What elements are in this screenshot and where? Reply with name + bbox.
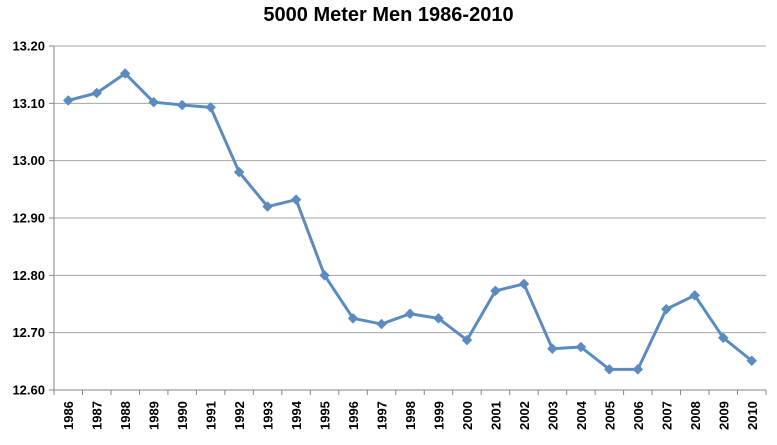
y-tick-label: 13.10: [12, 96, 45, 111]
x-tick-label: 1998: [403, 401, 418, 430]
data-point-2009: [717, 332, 729, 344]
y-tick-label: 12.80: [12, 268, 45, 283]
data-point-1998: [404, 308, 416, 320]
data-point-1987: [91, 87, 103, 99]
y-tick-label: 12.60: [12, 383, 45, 398]
data-point-1991: [205, 101, 216, 113]
x-tick-label: 2002: [517, 401, 532, 430]
series-winning-times: [62, 68, 758, 375]
data-point-1993: [262, 201, 273, 212]
x-tick-label: 1990: [175, 401, 190, 430]
gridlines: [54, 45, 766, 334]
x-tick-label: 1999: [431, 401, 446, 430]
data-point-2000: [461, 334, 473, 346]
data-point-2007: [660, 303, 672, 315]
x-tick-label: 1994: [289, 400, 304, 430]
x-tick-label: 2006: [631, 401, 646, 430]
data-point-1988: [119, 68, 131, 79]
data-point-1999: [433, 312, 444, 324]
y-tick-label: 13.00: [12, 153, 45, 168]
data-point-1996: [347, 312, 359, 324]
axes: [49, 45, 767, 395]
x-tick-label: 1987: [90, 401, 105, 430]
x-tick-label: 1991: [204, 401, 219, 430]
series-line: [67, 72, 753, 371]
x-tick-label: 1986: [61, 401, 76, 430]
y-tick-label: 12.70: [12, 325, 45, 340]
data-point-2008: [689, 290, 701, 301]
y-tick-label: 13.20: [12, 39, 45, 54]
x-tick-label: 2010: [745, 401, 760, 430]
x-tick-label: 2004: [574, 400, 589, 430]
data-point-2003: [547, 343, 558, 355]
data-point-2002: [518, 278, 530, 290]
x-axis-ticks: 1986 1987 1988 1989 1990 1991 1992 1993 1994 1995…: [61, 400, 760, 430]
x-tick-label: 1997: [375, 401, 390, 430]
x-tick-label: 2003: [545, 401, 560, 430]
data-point-1994: [290, 194, 302, 206]
x-tick-label: 1989: [147, 401, 162, 430]
x-tick-label: 2007: [659, 401, 674, 430]
data-point-1995: [319, 269, 330, 281]
x-tick-label: 1993: [261, 401, 276, 430]
data-point-1989: [148, 96, 160, 108]
x-tick-label: 1996: [346, 401, 361, 430]
data-point-1986: [62, 95, 74, 106]
data-point-1992: [233, 166, 245, 178]
data-point-2005: [604, 364, 615, 375]
x-tick-label: 1992: [232, 401, 247, 430]
data-point-2001: [490, 285, 501, 297]
y-tick-label: 12.90: [12, 211, 45, 226]
x-tick-label: 1988: [118, 401, 133, 430]
x-tick-label: 2005: [602, 401, 617, 430]
data-point-1990: [176, 99, 188, 111]
y-axis-ticks: 12.60 12.70 12.80 12.90 13.00 13.10 13.20: [12, 39, 45, 398]
data-point-2004: [575, 341, 587, 353]
x-tick-label: 2000: [460, 401, 475, 430]
x-tick-label: 1995: [318, 401, 333, 430]
x-tick-label: 2008: [688, 401, 703, 430]
chart-title: 5000 Meter Men 1986-2010: [263, 4, 514, 26]
data-point-2010: [746, 355, 758, 367]
x-tick-label: 2009: [716, 401, 731, 430]
data-point-1997: [376, 318, 387, 330]
x-tick-label: 2001: [488, 401, 503, 430]
data-point-2006: [632, 364, 644, 375]
